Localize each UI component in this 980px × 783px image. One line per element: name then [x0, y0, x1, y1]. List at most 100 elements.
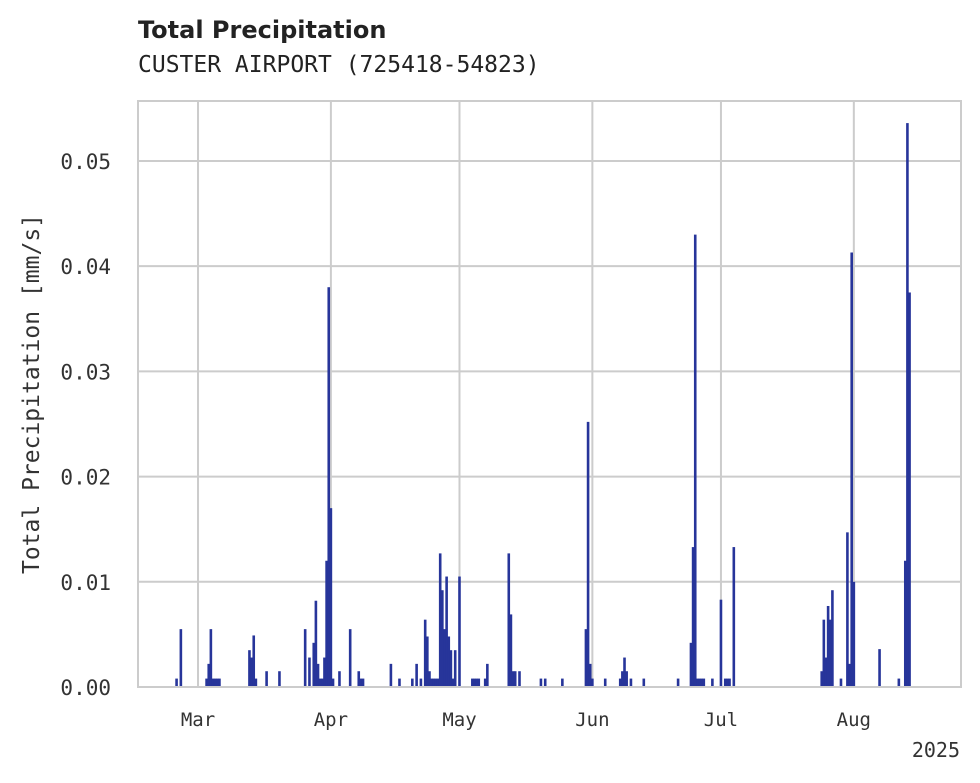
y-tick-labels: 0.00 0.01 0.02 0.03 0.04 0.05: [60, 150, 111, 700]
precip-bar: [723, 678, 727, 687]
precip-bar: [308, 657, 311, 687]
precip-bar: [348, 629, 352, 687]
precip-bar: [321, 678, 324, 687]
precip-bar: [325, 560, 328, 687]
precip-bar: [689, 642, 693, 687]
precip-bar: [702, 678, 706, 687]
precip-bar: [623, 657, 626, 687]
precip-bar: [846, 532, 849, 687]
precip-bar: [828, 619, 832, 687]
y-tick-label: 0.00: [60, 676, 111, 700]
precip-bar: [850, 252, 853, 687]
precip-bar: [436, 678, 440, 687]
precip-bar: [824, 657, 828, 687]
precip-bar: [359, 678, 363, 687]
plot-frame: [137, 100, 962, 688]
precip-bar: [205, 678, 208, 687]
precip-bar: [588, 663, 592, 687]
precip-bar: [507, 553, 511, 687]
precip-bar: [486, 663, 489, 687]
precip-bar: [389, 663, 393, 687]
precip-bar: [848, 663, 851, 687]
precip-bar: [432, 678, 436, 687]
precip-bar: [248, 650, 251, 687]
precip-bar: [453, 650, 457, 687]
precip-bar: [314, 600, 318, 687]
precip-bar: [726, 678, 729, 687]
precip-bar: [329, 508, 333, 687]
precip-bar: [539, 678, 543, 687]
precip-bar: [475, 678, 478, 687]
precip-bar: [618, 678, 622, 687]
precip-bar: [338, 671, 341, 687]
precip-bar: [471, 678, 474, 687]
precip-bar: [303, 629, 307, 687]
precip-bar: [175, 678, 178, 687]
x-tick-labels: Mar Apr May Jun Jul Aug: [181, 709, 871, 731]
precip-bar: [423, 619, 427, 687]
precip-bar: [908, 292, 911, 687]
precip-bar: [443, 629, 446, 687]
precip-bar: [826, 605, 830, 687]
precip-bar: [831, 590, 834, 687]
chart-title: Total Precipitation: [138, 16, 387, 44]
precip-bar: [878, 649, 881, 687]
bar-layer: [175, 123, 911, 687]
x-tick-label: May: [442, 709, 476, 731]
precip-bar: [732, 547, 736, 687]
precip-bar: [207, 663, 211, 687]
precip-bar: [642, 678, 646, 687]
precip-bar: [696, 678, 699, 687]
precip-bar: [415, 663, 418, 687]
precip-bar: [434, 678, 438, 687]
precip-bar: [906, 123, 909, 687]
precip-bar: [254, 678, 258, 687]
precip-bar: [215, 678, 219, 687]
precip-bar: [473, 678, 476, 687]
x-tick-label: Jul: [704, 709, 738, 731]
x-tick-label: Mar: [181, 709, 215, 731]
precip-bar: [839, 678, 843, 687]
precip-bar: [252, 635, 256, 687]
y-tick-label: 0.01: [60, 571, 111, 595]
precip-bar: [327, 287, 331, 687]
y-tick-label: 0.03: [60, 360, 111, 384]
precip-bar: [278, 671, 281, 687]
precip-bar: [822, 619, 826, 687]
precip-bar: [323, 657, 326, 687]
precip-bar: [700, 678, 703, 687]
precip-bar: [211, 678, 215, 687]
precip-bar: [621, 671, 624, 687]
precip-bar: [629, 678, 633, 687]
precip-bar: [213, 678, 217, 687]
precip-bar: [509, 614, 513, 687]
precip-bar: [451, 678, 455, 687]
precip-bar: [543, 678, 547, 687]
precip-bar: [561, 678, 564, 687]
precip-bar: [698, 678, 701, 687]
precip-bar: [449, 650, 453, 687]
precip-bar: [625, 671, 628, 687]
precip-bar: [483, 678, 487, 687]
precip-bar: [477, 678, 481, 687]
precip-bar: [513, 671, 517, 687]
y-tick-label: 0.05: [60, 150, 111, 174]
precip-bar: [209, 629, 213, 687]
precip-bar: [428, 671, 431, 687]
x-tick-label: Aug: [837, 709, 871, 731]
precip-bar: [728, 678, 731, 687]
precip-bar: [445, 576, 448, 687]
precip-bar: [316, 663, 320, 687]
precip-bar: [411, 678, 414, 687]
chart-subtitle: CUSTER AIRPORT (725418-54823): [138, 52, 540, 78]
x-tick-label: Apr: [314, 709, 348, 731]
plot-area: [138, 101, 961, 687]
precip-bar: [179, 629, 183, 687]
precip-bar: [591, 678, 594, 687]
precip-bar: [852, 581, 856, 687]
precip-bar: [430, 678, 433, 687]
precip-bar: [250, 657, 253, 687]
precip-bar: [586, 421, 590, 687]
precip-bar: [691, 547, 695, 687]
